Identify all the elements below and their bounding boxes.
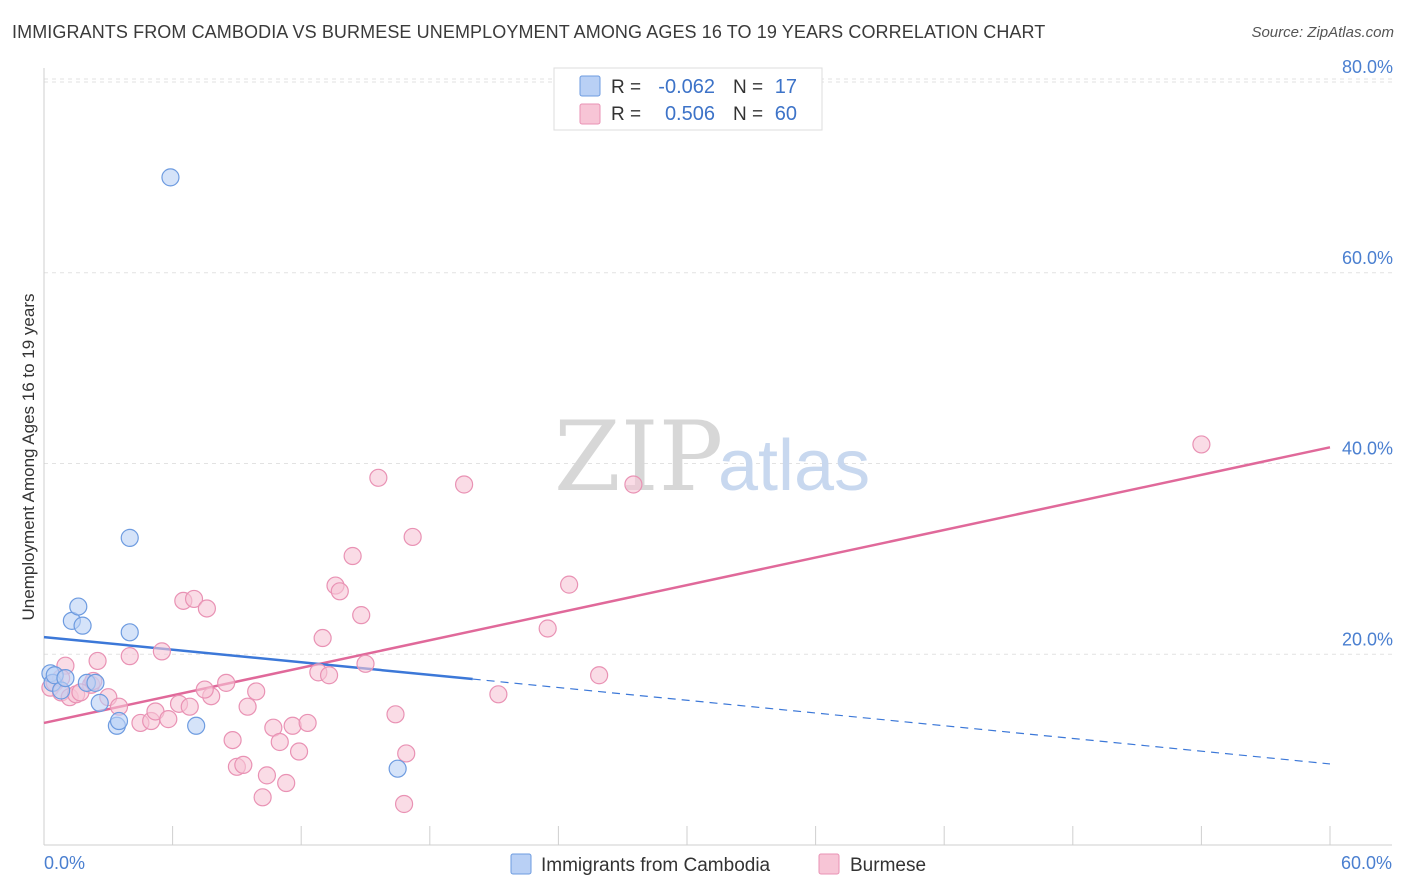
burmese-point xyxy=(330,582,349,601)
series-legend: Immigrants from Cambodia Burmese xyxy=(510,853,926,876)
data-points xyxy=(41,168,1211,814)
x-tick-label-max: 60.0% xyxy=(1341,853,1392,873)
burmese-point xyxy=(234,755,253,774)
burmese-point xyxy=(352,606,371,625)
legend-r-label-cambodia: R = xyxy=(611,77,641,98)
burmese-point xyxy=(1192,435,1211,454)
burmese-point xyxy=(270,732,289,752)
burmese-point xyxy=(217,673,236,692)
burmese-point xyxy=(386,705,405,724)
burmese-point xyxy=(238,697,257,716)
burmese-point xyxy=(283,716,302,735)
burmese-point xyxy=(319,666,339,685)
burmese-point xyxy=(223,730,242,750)
y-tick-label: 80.0% xyxy=(1342,57,1393,77)
burmese-point xyxy=(624,475,643,494)
burmese-trend-line xyxy=(43,446,1331,725)
source-label: Source: ZipAtlas.com xyxy=(1251,24,1394,41)
y-tick-labels: 20.0% 40.0% 60.0% 80.0% xyxy=(1342,57,1393,649)
legend-swatch-burmese xyxy=(579,103,601,125)
y-tick-label: 20.0% xyxy=(1342,629,1393,649)
burmese-point xyxy=(394,794,414,814)
burmese-point xyxy=(313,628,332,648)
series-swatch-burmese xyxy=(818,853,840,875)
cambodia-point xyxy=(187,716,206,735)
burmese-point xyxy=(197,599,216,618)
y-tick-label: 60.0% xyxy=(1342,248,1393,268)
burmese-point xyxy=(397,744,416,763)
y-axis-label: Unemployment Among Ages 16 to 19 years xyxy=(19,294,38,621)
burmese-point xyxy=(195,680,214,699)
burmese-point xyxy=(489,685,508,704)
burmese-point xyxy=(289,742,309,761)
cambodia-point xyxy=(388,759,407,778)
cambodia-point xyxy=(86,673,105,692)
cambodia-point xyxy=(161,168,180,187)
burmese-point xyxy=(159,710,178,729)
legend-n-label-burmese: N = xyxy=(733,104,763,125)
burmese-point xyxy=(403,527,422,547)
x-tick-label-min: 0.0% xyxy=(44,853,85,873)
burmese-point xyxy=(538,619,557,638)
burmese-point xyxy=(454,475,474,494)
burmese-point xyxy=(560,575,579,594)
burmese-point xyxy=(590,666,609,685)
legend-r-value-cambodia: -0.062 xyxy=(658,76,715,98)
cambodia-point xyxy=(56,668,75,688)
watermark: ZIP atlas xyxy=(554,401,870,513)
cambodia-point xyxy=(120,623,139,642)
burmese-point xyxy=(257,766,277,785)
series-swatch-cambodia xyxy=(510,853,532,875)
burmese-point xyxy=(298,713,317,733)
cambodia-point xyxy=(109,711,129,731)
burmese-point xyxy=(184,589,204,609)
burmese-point xyxy=(247,682,266,701)
axes xyxy=(43,68,1392,846)
y-tick-label: 40.0% xyxy=(1342,439,1393,459)
legend-r-label-burmese: R = xyxy=(611,104,641,125)
burmese-point xyxy=(120,647,139,666)
chart-title: IMMIGRANTS FROM CAMBODIA VS BURMESE UNEM… xyxy=(12,22,1046,42)
correlation-legend: R = -0.062 N = 17 R = 0.506 N = 60 xyxy=(553,67,823,131)
burmese-point xyxy=(356,654,375,673)
watermark-atlas: atlas xyxy=(718,426,870,506)
cambodia-point xyxy=(120,528,139,547)
cambodia-point xyxy=(69,597,88,616)
burmese-point xyxy=(152,642,171,661)
trend-lines xyxy=(43,446,1331,765)
burmese-point xyxy=(253,788,272,807)
grid-lines xyxy=(44,78,1392,655)
cambodia-point xyxy=(73,616,92,635)
x-ticks xyxy=(43,826,1331,845)
watermark-zip: ZIP xyxy=(554,401,723,513)
burmese-point xyxy=(180,697,199,716)
legend-n-label-cambodia: N = xyxy=(733,77,763,98)
burmese-point xyxy=(88,651,107,671)
burmese-point xyxy=(369,468,388,487)
cambodia-trend-extension xyxy=(472,678,1331,765)
legend-n-value-burmese: 60 xyxy=(775,103,797,125)
series-label-cambodia: Immigrants from Cambodia xyxy=(541,855,771,876)
series-label-burmese: Burmese xyxy=(850,855,926,876)
cambodia-trend-line xyxy=(43,635,473,681)
legend-n-value-cambodia: 17 xyxy=(775,76,797,98)
cambodia-point xyxy=(90,693,109,712)
legend-swatch-cambodia xyxy=(579,75,601,97)
burmese-point xyxy=(277,773,296,793)
legend-r-value-burmese: 0.506 xyxy=(665,103,715,125)
burmese-point xyxy=(343,546,362,566)
